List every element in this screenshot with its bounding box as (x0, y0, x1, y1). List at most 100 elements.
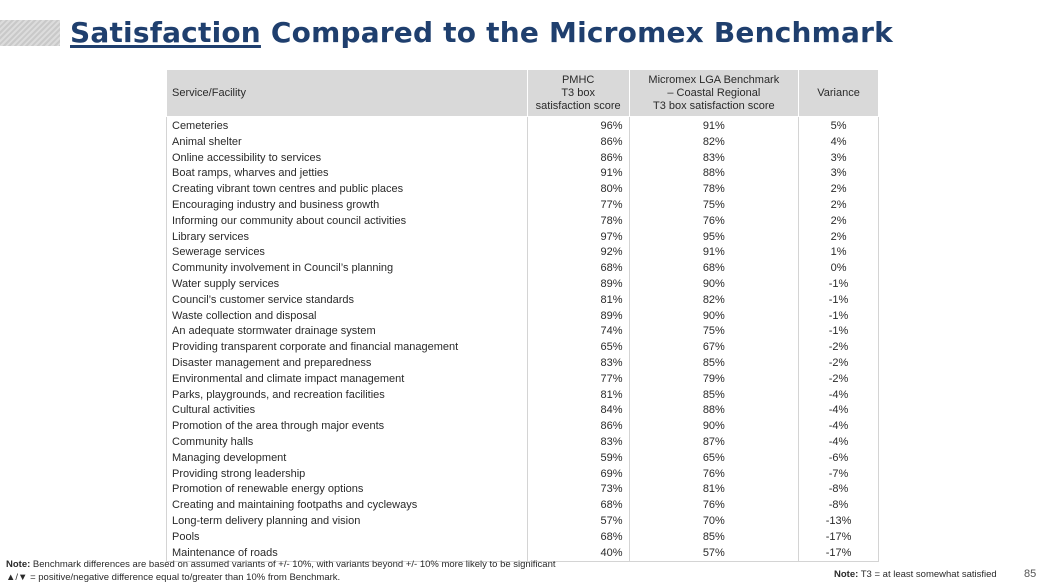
table-row: Providing transparent corporate and fina… (166, 340, 879, 356)
cell-variance: 3% (798, 166, 879, 183)
cell-benchmark: 88% (628, 166, 800, 183)
table-row: Sewerage services 92% 91% 1% (166, 245, 879, 262)
cell-pmhc: 40% (526, 545, 630, 563)
cell-benchmark: 83% (628, 150, 800, 167)
header-pmhc-line2: T3 box (561, 86, 595, 99)
table-row: Animal shelter 86% 82% 4% (166, 134, 879, 151)
benchmark-note: Note: Benchmark differences are based on… (6, 559, 556, 584)
cell-variance: -2% (798, 355, 879, 372)
table-row: Cultural activities 84% 88% -4% (166, 403, 879, 420)
cell-pmhc: 68% (526, 261, 630, 277)
table-row: Waste collection and disposal 89% 90% -1% (166, 308, 879, 325)
t3-note-label: Note: (834, 569, 859, 580)
cell-pmhc: 69% (526, 466, 630, 483)
cell-benchmark: 75% (628, 197, 800, 214)
note-label: Note: (6, 559, 31, 570)
page-title: Satisfaction Compared to the Micromex Be… (70, 16, 893, 52)
cell-benchmark: 90% (628, 308, 800, 325)
cell-variance: -4% (798, 403, 879, 420)
cell-variance: -8% (798, 498, 879, 514)
note-line1: Benchmark differences are based on assum… (30, 559, 556, 570)
table-row: Online accessibility to services 86% 83% 3% (166, 150, 879, 167)
cell-variance: -17% (798, 529, 879, 546)
cell-benchmark: 87% (628, 434, 800, 451)
cell-pmhc: 84% (526, 403, 630, 420)
cell-variance: 1% (798, 245, 879, 262)
cell-service: Parks, playgrounds, and recreation facil… (166, 387, 528, 404)
table-row: Community involvement in Council’s plann… (166, 261, 879, 277)
cell-service: Council’s customer service standards (166, 292, 528, 309)
table-row: Library services 97% 95% 2% (166, 229, 879, 246)
table-row: Creating vibrant town centres and public… (166, 182, 879, 198)
table-row: Community halls 83% 87% -4% (166, 434, 879, 451)
cell-benchmark: 67% (628, 340, 800, 356)
cell-variance: -1% (798, 308, 879, 325)
cell-service: Community involvement in Council’s plann… (166, 261, 528, 277)
table-row: Promotion of the area through major even… (166, 419, 879, 435)
cell-variance: -8% (798, 482, 879, 499)
cell-service: Long-term delivery planning and vision (166, 513, 528, 530)
cell-pmhc: 89% (526, 308, 630, 325)
cell-service: Creating vibrant town centres and public… (166, 182, 528, 198)
header-benchmark: Micromex LGA Benchmark – Coastal Regiona… (628, 69, 800, 117)
cell-pmhc: 97% (526, 229, 630, 246)
cell-service: Maintenance of roads (166, 545, 528, 563)
cell-benchmark: 85% (628, 355, 800, 372)
table-body: Cemeteries 96% 91% 5% Animal shelter 86% 82% 4%… (166, 116, 879, 563)
cell-service: Pools (166, 529, 528, 546)
cell-service: Promotion of the area through major even… (166, 419, 528, 435)
title-underlined-word: Satisfaction (70, 16, 261, 49)
cell-variance: 2% (798, 213, 879, 230)
cell-benchmark: 57% (628, 545, 800, 563)
benchmark-table: Service/Facility PMHC T3 box satisfactio… (166, 69, 879, 563)
cell-variance: 2% (798, 229, 879, 246)
note-line2: ▲/▼ = positive/negative difference equal… (6, 571, 341, 583)
cell-pmhc: 77% (526, 197, 630, 214)
cell-variance: -2% (798, 371, 879, 388)
cell-variance: -7% (798, 466, 879, 483)
cell-service: Informing our community about council ac… (166, 213, 528, 230)
cell-variance: -1% (798, 276, 879, 293)
cell-pmhc: 81% (526, 387, 630, 404)
cell-service: Promotion of renewable energy options (166, 482, 528, 499)
cell-pmhc: 68% (526, 498, 630, 514)
header-pmhc-line1: PMHC (561, 73, 595, 86)
cell-pmhc: 65% (526, 340, 630, 356)
header-variance: Variance (798, 69, 879, 117)
cell-benchmark: 88% (628, 403, 800, 420)
cell-pmhc: 59% (526, 450, 630, 467)
table-row: Managing development 59% 65% -6% (166, 450, 879, 467)
cell-service: Online accessibility to services (166, 150, 528, 167)
cell-benchmark: 70% (628, 513, 800, 530)
cell-benchmark: 85% (628, 529, 800, 546)
cell-pmhc: 83% (526, 355, 630, 372)
cell-variance: -1% (798, 292, 879, 309)
cell-service: Managing development (166, 450, 528, 467)
table-row: Encouraging industry and business growth… (166, 197, 879, 214)
cell-variance: -2% (798, 340, 879, 356)
cell-service: Providing strong leadership (166, 466, 528, 483)
cell-pmhc: 86% (526, 150, 630, 167)
table-row: Parks, playgrounds, and recreation facil… (166, 387, 879, 404)
cell-service: An adequate stormwater drainage system (166, 324, 528, 341)
table-row: Maintenance of roads 40% 57% -17% (166, 545, 879, 563)
table-header-row: Service/Facility PMHC T3 box satisfactio… (166, 69, 879, 117)
table-row: Informing our community about council ac… (166, 213, 879, 230)
cell-service: Creating and maintaining footpaths and c… (166, 498, 528, 514)
cell-variance: -4% (798, 434, 879, 451)
cell-variance: -17% (798, 545, 879, 563)
cell-service: Disaster management and preparedness (166, 355, 528, 372)
cell-pmhc: 77% (526, 371, 630, 388)
table-row: Promotion of renewable energy options 73%… (166, 482, 879, 499)
cell-variance: 2% (798, 197, 879, 214)
cell-benchmark: 76% (628, 498, 800, 514)
header-benchmark-line3: T3 box satisfaction score (652, 99, 775, 112)
table-row: Pools 68% 85% -17% (166, 529, 879, 546)
cell-benchmark: 76% (628, 213, 800, 230)
cell-benchmark: 90% (628, 419, 800, 435)
cell-variance: 2% (798, 182, 879, 198)
table-row: An adequate stormwater drainage system 74… (166, 324, 879, 341)
cell-benchmark: 68% (628, 261, 800, 277)
t3-note: Note: T3 = at least somewhat satisfied (834, 569, 997, 580)
cell-service: Encouraging industry and business growth (166, 197, 528, 214)
